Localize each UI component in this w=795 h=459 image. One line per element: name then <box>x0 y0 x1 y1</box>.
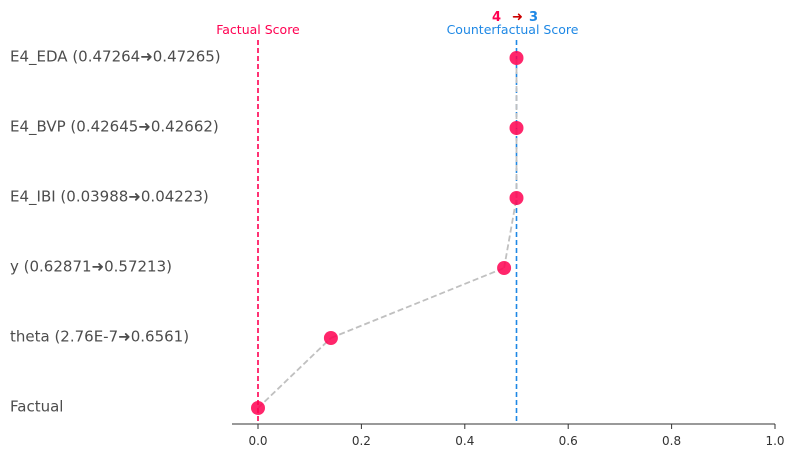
path-segment <box>503 197 518 269</box>
reference-lines <box>257 40 518 424</box>
row-label: E4_IBI (0.03988➜0.04223) <box>10 188 209 207</box>
data-points <box>251 51 524 415</box>
x-tick-label: 0.2 <box>352 434 371 448</box>
row-label: y (0.62871➜0.57213) <box>10 258 172 276</box>
data-point <box>509 191 524 205</box>
path-segment <box>257 337 332 409</box>
counterfactual-score-label: Counterfactual Score <box>447 22 579 37</box>
row-label: theta (2.76E-7➜0.6561) <box>10 328 189 346</box>
row-label: E4_EDA (0.47264➜0.47265) <box>10 48 221 67</box>
data-point <box>323 331 338 345</box>
x-axis: 0.0 0.2 0.4 0.6 0.8 1.0 <box>232 423 785 448</box>
x-tick-label: 0.0 <box>248 434 267 448</box>
data-point <box>497 261 512 275</box>
row-labels: E4_EDA (0.47264➜0.47265) E4_BVP (0.42645➜… <box>10 48 221 416</box>
path-lines <box>257 58 518 409</box>
counterfactual-class-label: 3 <box>529 10 538 25</box>
factual-score-label: Factual Score <box>216 22 300 37</box>
data-point <box>509 51 524 65</box>
row-label: E4_BVP (0.42645➜0.42662) <box>10 118 219 137</box>
data-point <box>251 401 265 415</box>
data-point <box>509 121 524 135</box>
class-change-arrow: ➜ <box>512 10 523 25</box>
factual-class-label: 4 <box>492 10 501 25</box>
x-tick-label: 1.0 <box>765 434 784 448</box>
path-segment <box>330 267 505 339</box>
x-tick-label: 0.6 <box>559 434 578 448</box>
x-tick-label: 0.8 <box>662 434 681 448</box>
x-tick-label: 0.4 <box>455 434 474 448</box>
row-label: Factual <box>10 398 63 416</box>
